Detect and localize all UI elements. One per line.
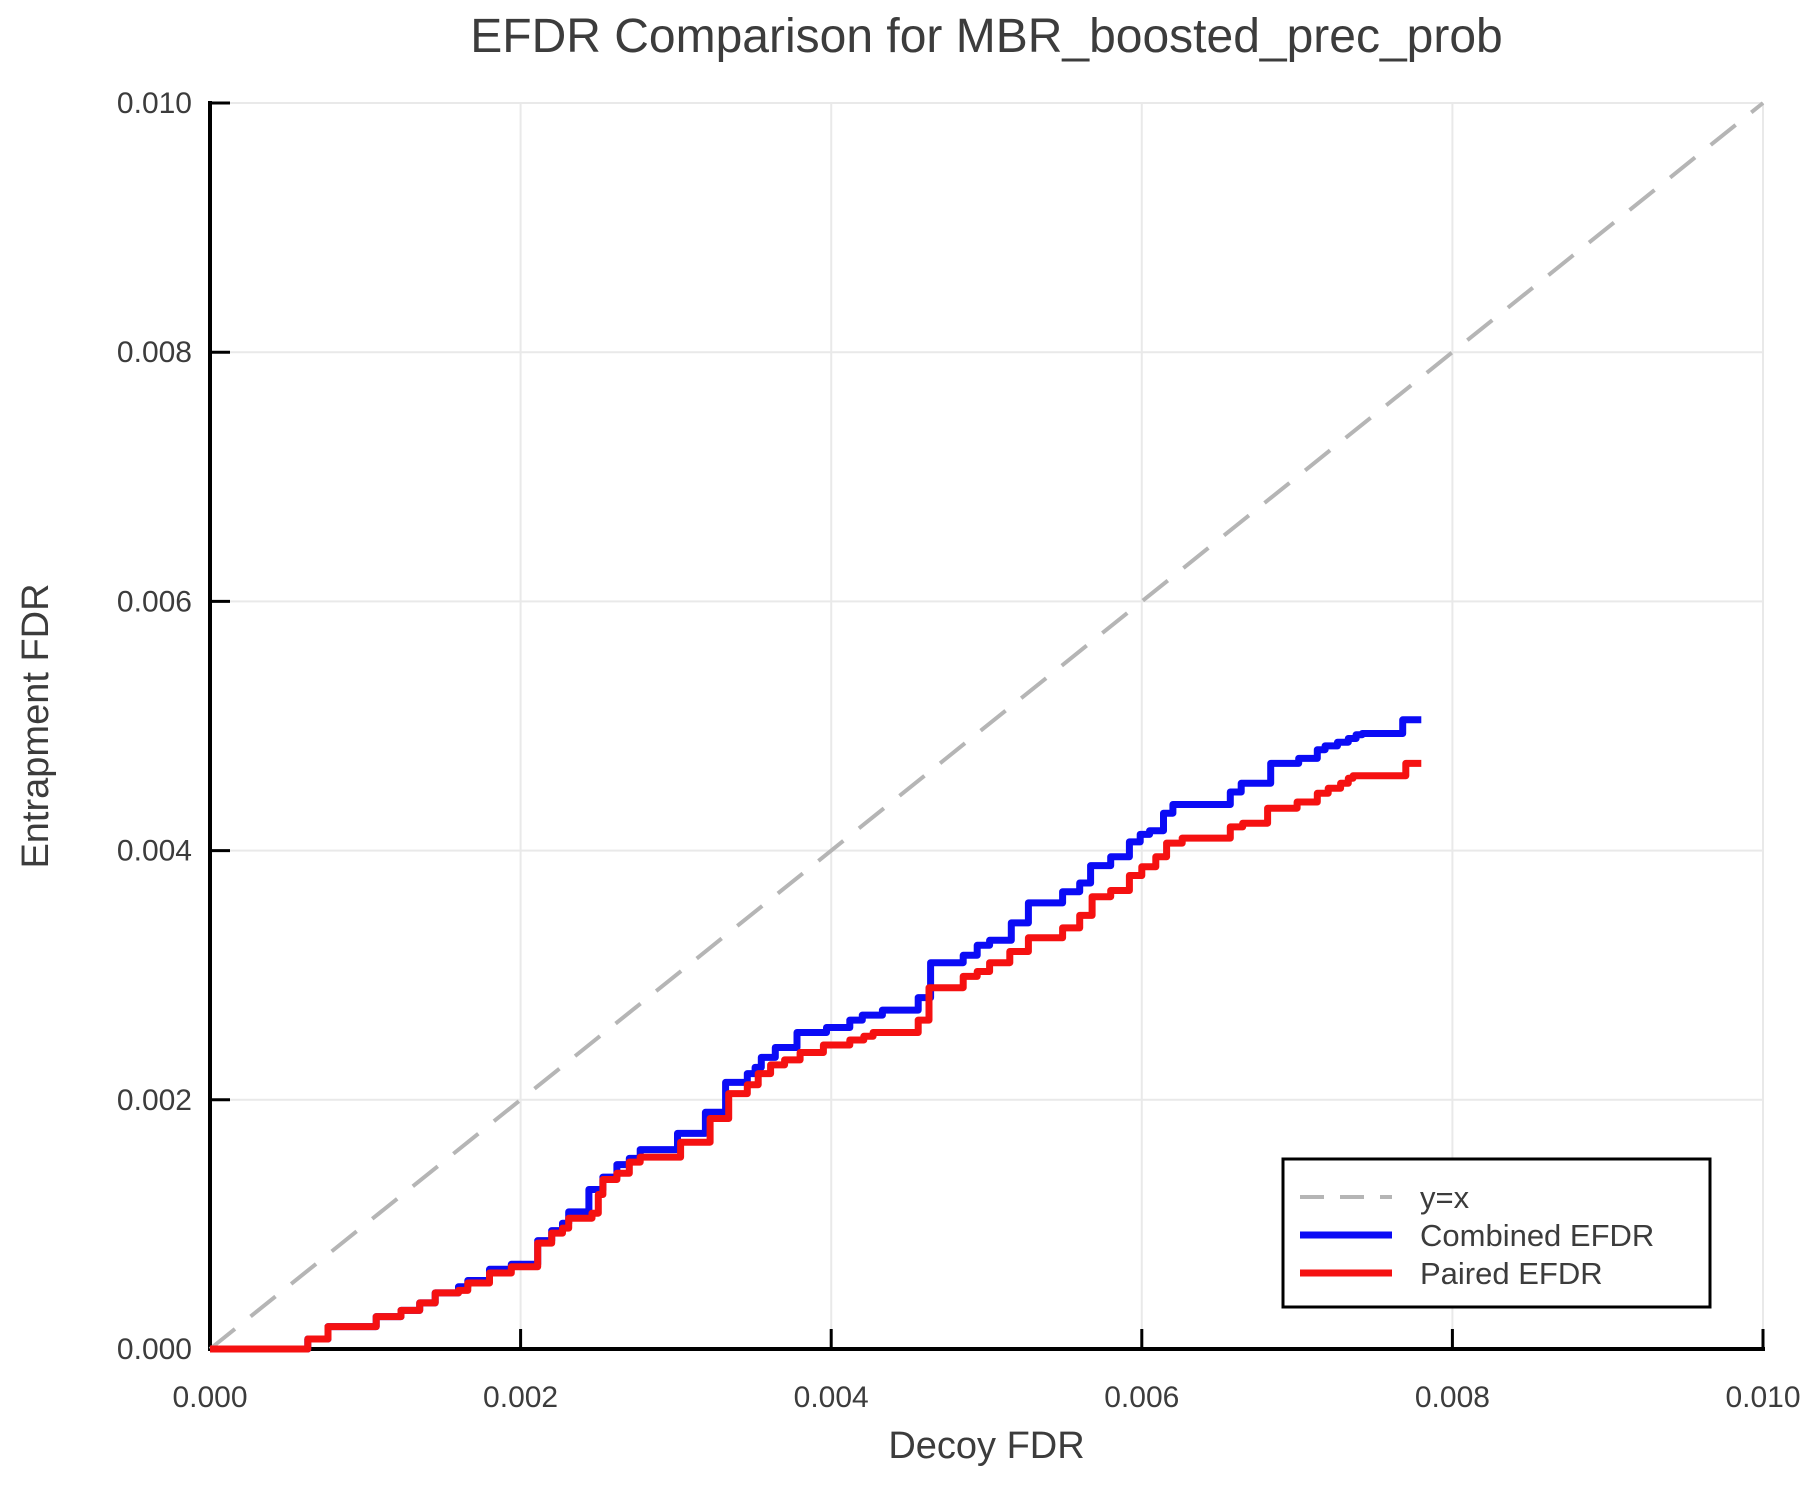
y-tick-label: 0.000 xyxy=(117,1333,192,1366)
x-axis-label: Decoy FDR xyxy=(888,1425,1084,1467)
y-tick-label: 0.008 xyxy=(117,336,192,369)
x-tick-label: 0.006 xyxy=(1104,1381,1179,1414)
legend-item-label: y=x xyxy=(1420,1180,1470,1215)
y-axis-label: Entrapment FDR xyxy=(15,583,57,868)
chart-title: EFDR Comparison for MBR_boosted_prec_pro… xyxy=(470,10,1502,63)
x-tick-label: 0.004 xyxy=(794,1381,869,1414)
y-tick-label: 0.010 xyxy=(117,87,192,120)
x-tick-label: 0.010 xyxy=(1725,1381,1800,1414)
x-tick-label: 0.002 xyxy=(483,1381,558,1414)
x-tick-label: 0.008 xyxy=(1415,1381,1490,1414)
y-tick-label: 0.006 xyxy=(117,585,192,618)
series-line-combined-efdr xyxy=(210,716,1422,1353)
legend-item-label: Paired EFDR xyxy=(1420,1256,1603,1291)
series-line-y-x xyxy=(208,101,1765,1351)
y-tick-label: 0.002 xyxy=(117,1084,192,1117)
x-tick-label: 0.000 xyxy=(172,1381,247,1414)
series-line-paired-efdr xyxy=(210,759,1422,1353)
legend-item-label: Combined EFDR xyxy=(1420,1218,1654,1253)
y-tick-label: 0.004 xyxy=(117,835,192,868)
